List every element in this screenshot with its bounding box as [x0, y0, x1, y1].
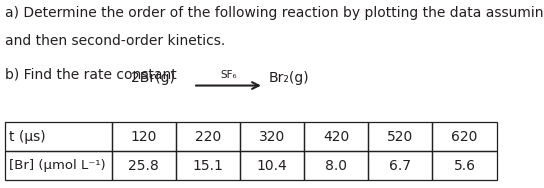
Text: [Br] (μmol L⁻¹): [Br] (μmol L⁻¹): [9, 159, 106, 172]
Text: 220: 220: [195, 130, 221, 144]
Text: 15.1: 15.1: [193, 159, 223, 173]
Text: b) Find the rate constant: b) Find the rate constant: [5, 68, 177, 82]
Bar: [432, 122, 497, 151]
Text: 420: 420: [323, 130, 349, 144]
Text: 6.7: 6.7: [390, 159, 411, 173]
Bar: [368, 122, 432, 151]
Text: 320: 320: [259, 130, 285, 144]
Bar: [304, 151, 368, 180]
Bar: [240, 151, 304, 180]
Bar: [368, 151, 432, 180]
Text: Br₂(g): Br₂(g): [268, 71, 309, 85]
Bar: [5, 151, 112, 180]
Text: and then second-order kinetics.: and then second-order kinetics.: [5, 34, 226, 48]
Bar: [240, 122, 304, 151]
Text: 520: 520: [387, 130, 413, 144]
Bar: [176, 122, 240, 151]
Bar: [176, 151, 240, 180]
Bar: [5, 122, 112, 151]
Text: SF₆: SF₆: [220, 70, 237, 80]
Text: 8.0: 8.0: [325, 159, 347, 173]
Text: 120: 120: [131, 130, 157, 144]
Bar: [112, 151, 176, 180]
Text: 25.8: 25.8: [128, 159, 159, 173]
Bar: [432, 151, 497, 180]
Text: 2Br(g): 2Br(g): [131, 71, 175, 85]
Bar: [304, 122, 368, 151]
Text: 620: 620: [452, 130, 478, 144]
Text: t (μs): t (μs): [9, 130, 45, 144]
Bar: [112, 122, 176, 151]
Text: a) Determine the order of the following reaction by plotting the data assuming f: a) Determine the order of the following …: [5, 6, 544, 20]
Text: 10.4: 10.4: [257, 159, 287, 173]
Text: 5.6: 5.6: [454, 159, 475, 173]
